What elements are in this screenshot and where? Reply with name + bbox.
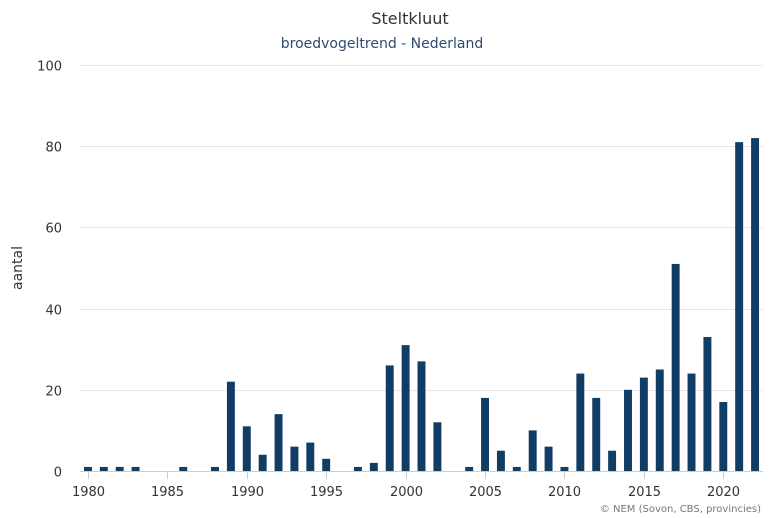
y-axis-label: aantal (10, 246, 26, 290)
bar-1989 (226, 381, 235, 471)
x-axis-ticks: 1980 1985 1990 1995 2000 2005 2010 2015 2020 (72, 471, 740, 500)
bar-1993 (290, 446, 299, 471)
bar-2005 (481, 397, 489, 471)
x-tick-label-2015: 2015 (628, 485, 661, 500)
bar-2008 (528, 430, 537, 471)
y-tick-label-0: 0 (54, 466, 62, 481)
bar-2002 (433, 422, 442, 471)
credits: © NEM (Sovon, CBS, provincies) (600, 504, 761, 515)
grid-lines (80, 65, 763, 391)
x-tick-label-1985: 1985 (151, 485, 184, 500)
bar-2006 (496, 450, 505, 471)
x-tick-label-1990: 1990 (231, 485, 264, 500)
bar-2020 (719, 401, 728, 471)
bar-1991 (258, 454, 267, 471)
bar-1982 (115, 466, 124, 471)
x-tick-label-1995: 1995 (310, 485, 343, 500)
bar-2013 (608, 450, 617, 471)
bar-2021 (735, 142, 744, 471)
x-tick-label-1980: 1980 (72, 485, 105, 500)
bar-2009 (544, 446, 553, 471)
bar-2000 (401, 345, 410, 471)
bar-2007 (512, 466, 521, 471)
y-tick-label-80: 80 (45, 141, 62, 156)
bar-1986 (179, 466, 188, 471)
bar-2015 (639, 377, 648, 471)
chart-subtitle: broedvogeltrend - Nederland (281, 36, 483, 52)
bar-1981 (99, 466, 108, 471)
bar-1988 (211, 466, 219, 471)
bar-1997 (353, 466, 362, 471)
bar-2014 (624, 389, 632, 471)
y-tick-label-40: 40 (45, 304, 62, 319)
y-tick-label-100: 100 (37, 60, 62, 75)
bar-2001 (417, 361, 426, 471)
bar-1998 (369, 462, 378, 471)
bar-2018 (687, 373, 696, 471)
bar-2017 (671, 263, 680, 471)
bar-1999 (385, 365, 394, 471)
x-tick-label-2005: 2005 (469, 485, 502, 500)
bar-1994 (306, 442, 315, 471)
bar-1990 (242, 426, 251, 471)
bar-2012 (592, 397, 601, 471)
bars (83, 138, 760, 471)
x-tick-label-2010: 2010 (548, 485, 581, 500)
bar-2019 (703, 337, 712, 471)
bar-2010 (560, 466, 569, 471)
y-tick-label-20: 20 (45, 385, 62, 400)
bar-1980 (83, 466, 92, 471)
bar-2022 (751, 138, 760, 471)
bar-2011 (576, 373, 585, 471)
y-axis-ticks: 0 20 40 60 80 100 (37, 60, 62, 481)
x-tick-label-2020: 2020 (707, 485, 740, 500)
x-tick-label-2000: 2000 (390, 485, 423, 500)
bar-2004 (465, 466, 474, 471)
bar-1995 (322, 458, 331, 471)
y-tick-label-60: 60 (45, 222, 62, 237)
bar-1992 (274, 414, 283, 471)
bar-1983 (131, 466, 140, 471)
chart-title: Steltkluut (371, 9, 448, 28)
bar-2016 (655, 369, 664, 471)
